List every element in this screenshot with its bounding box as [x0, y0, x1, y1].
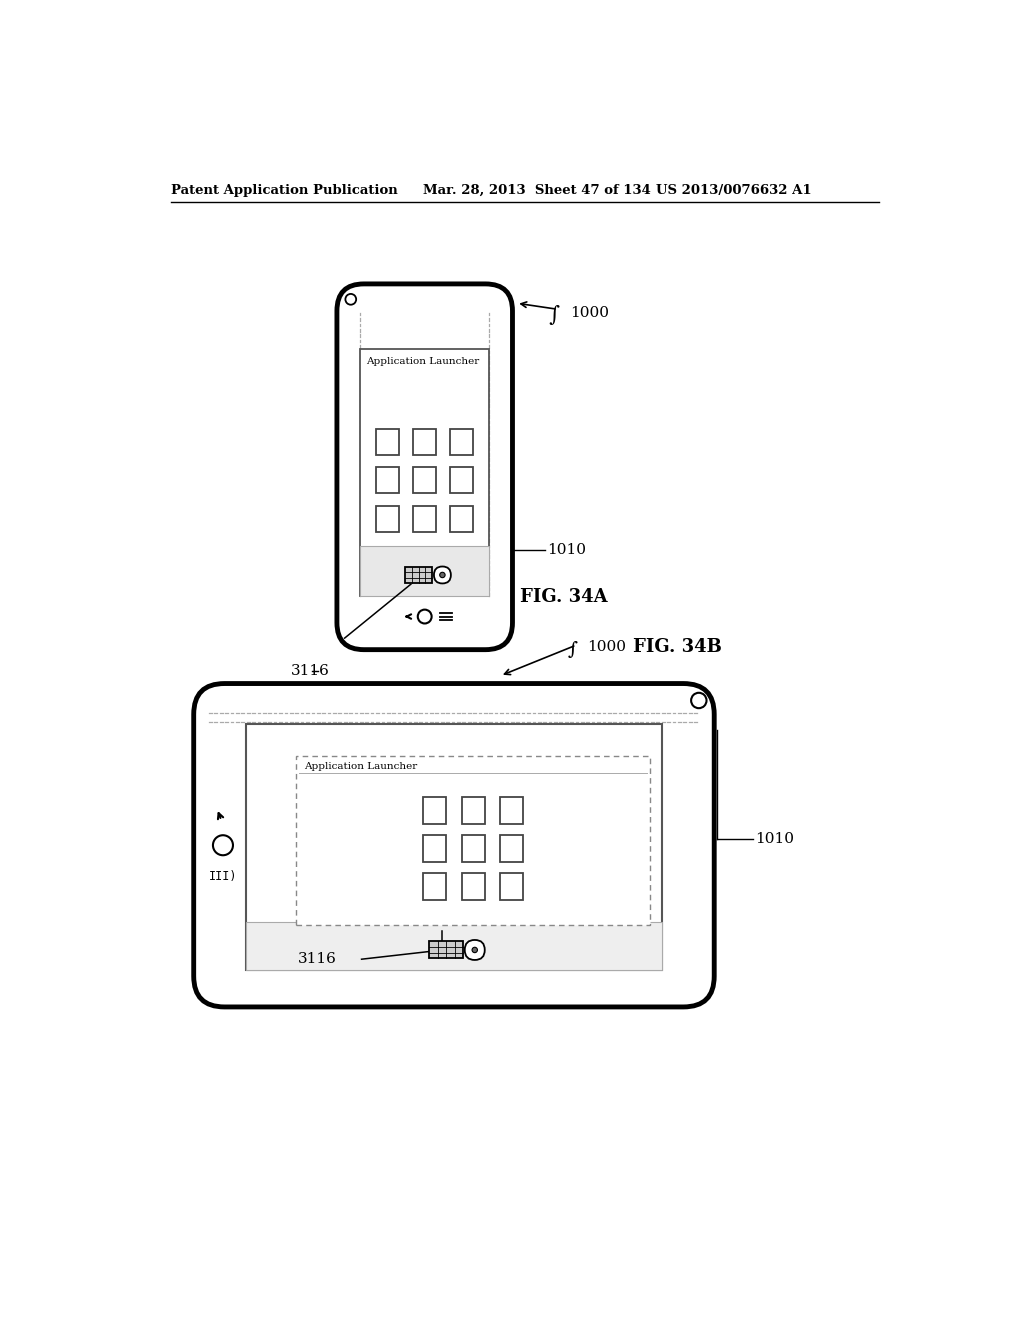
- Circle shape: [691, 693, 707, 708]
- Bar: [413, 429, 436, 455]
- Text: 1010: 1010: [755, 832, 794, 846]
- Bar: [500, 797, 523, 824]
- Text: ∫: ∫: [567, 638, 578, 656]
- Bar: [246, 923, 662, 970]
- Text: Patent Application Publication: Patent Application Publication: [171, 185, 397, 197]
- Bar: [429, 941, 463, 958]
- Bar: [246, 723, 662, 970]
- FancyBboxPatch shape: [194, 684, 714, 1007]
- Text: ∫: ∫: [549, 304, 559, 323]
- Bar: [500, 873, 523, 899]
- Bar: [423, 834, 446, 862]
- Bar: [423, 873, 446, 899]
- FancyBboxPatch shape: [434, 566, 451, 583]
- Text: Application Launcher: Application Launcher: [304, 762, 417, 771]
- Bar: [500, 834, 523, 862]
- Text: III): III): [209, 870, 238, 883]
- FancyBboxPatch shape: [465, 940, 484, 960]
- Text: Mar. 28, 2013  Sheet 47 of 134: Mar. 28, 2013 Sheet 47 of 134: [423, 185, 651, 197]
- Text: 1010: 1010: [547, 543, 586, 557]
- Circle shape: [345, 294, 356, 305]
- Bar: [423, 797, 446, 824]
- Text: FIG. 34A: FIG. 34A: [520, 589, 608, 606]
- Bar: [451, 429, 473, 455]
- Bar: [376, 506, 399, 532]
- Circle shape: [472, 948, 477, 953]
- Circle shape: [213, 836, 233, 855]
- Text: 3116: 3116: [291, 664, 330, 678]
- Bar: [413, 467, 436, 494]
- Bar: [360, 350, 489, 595]
- Circle shape: [418, 610, 432, 623]
- Bar: [413, 506, 436, 532]
- Bar: [462, 797, 484, 824]
- Text: 1000: 1000: [587, 640, 626, 653]
- FancyBboxPatch shape: [337, 284, 512, 649]
- Bar: [462, 834, 484, 862]
- Text: 3116: 3116: [298, 952, 337, 966]
- Text: FIG. 34B: FIG. 34B: [634, 638, 722, 656]
- Bar: [451, 506, 473, 532]
- Bar: [376, 467, 399, 494]
- Circle shape: [439, 573, 445, 578]
- Bar: [360, 545, 489, 595]
- Bar: [462, 873, 484, 899]
- Bar: [404, 568, 432, 582]
- Text: Application Launcher: Application Launcher: [367, 358, 479, 366]
- Text: 1000: 1000: [570, 306, 609, 321]
- Bar: [451, 467, 473, 494]
- Text: US 2013/0076632 A1: US 2013/0076632 A1: [656, 185, 812, 197]
- Bar: [376, 429, 399, 455]
- Bar: [296, 756, 650, 925]
